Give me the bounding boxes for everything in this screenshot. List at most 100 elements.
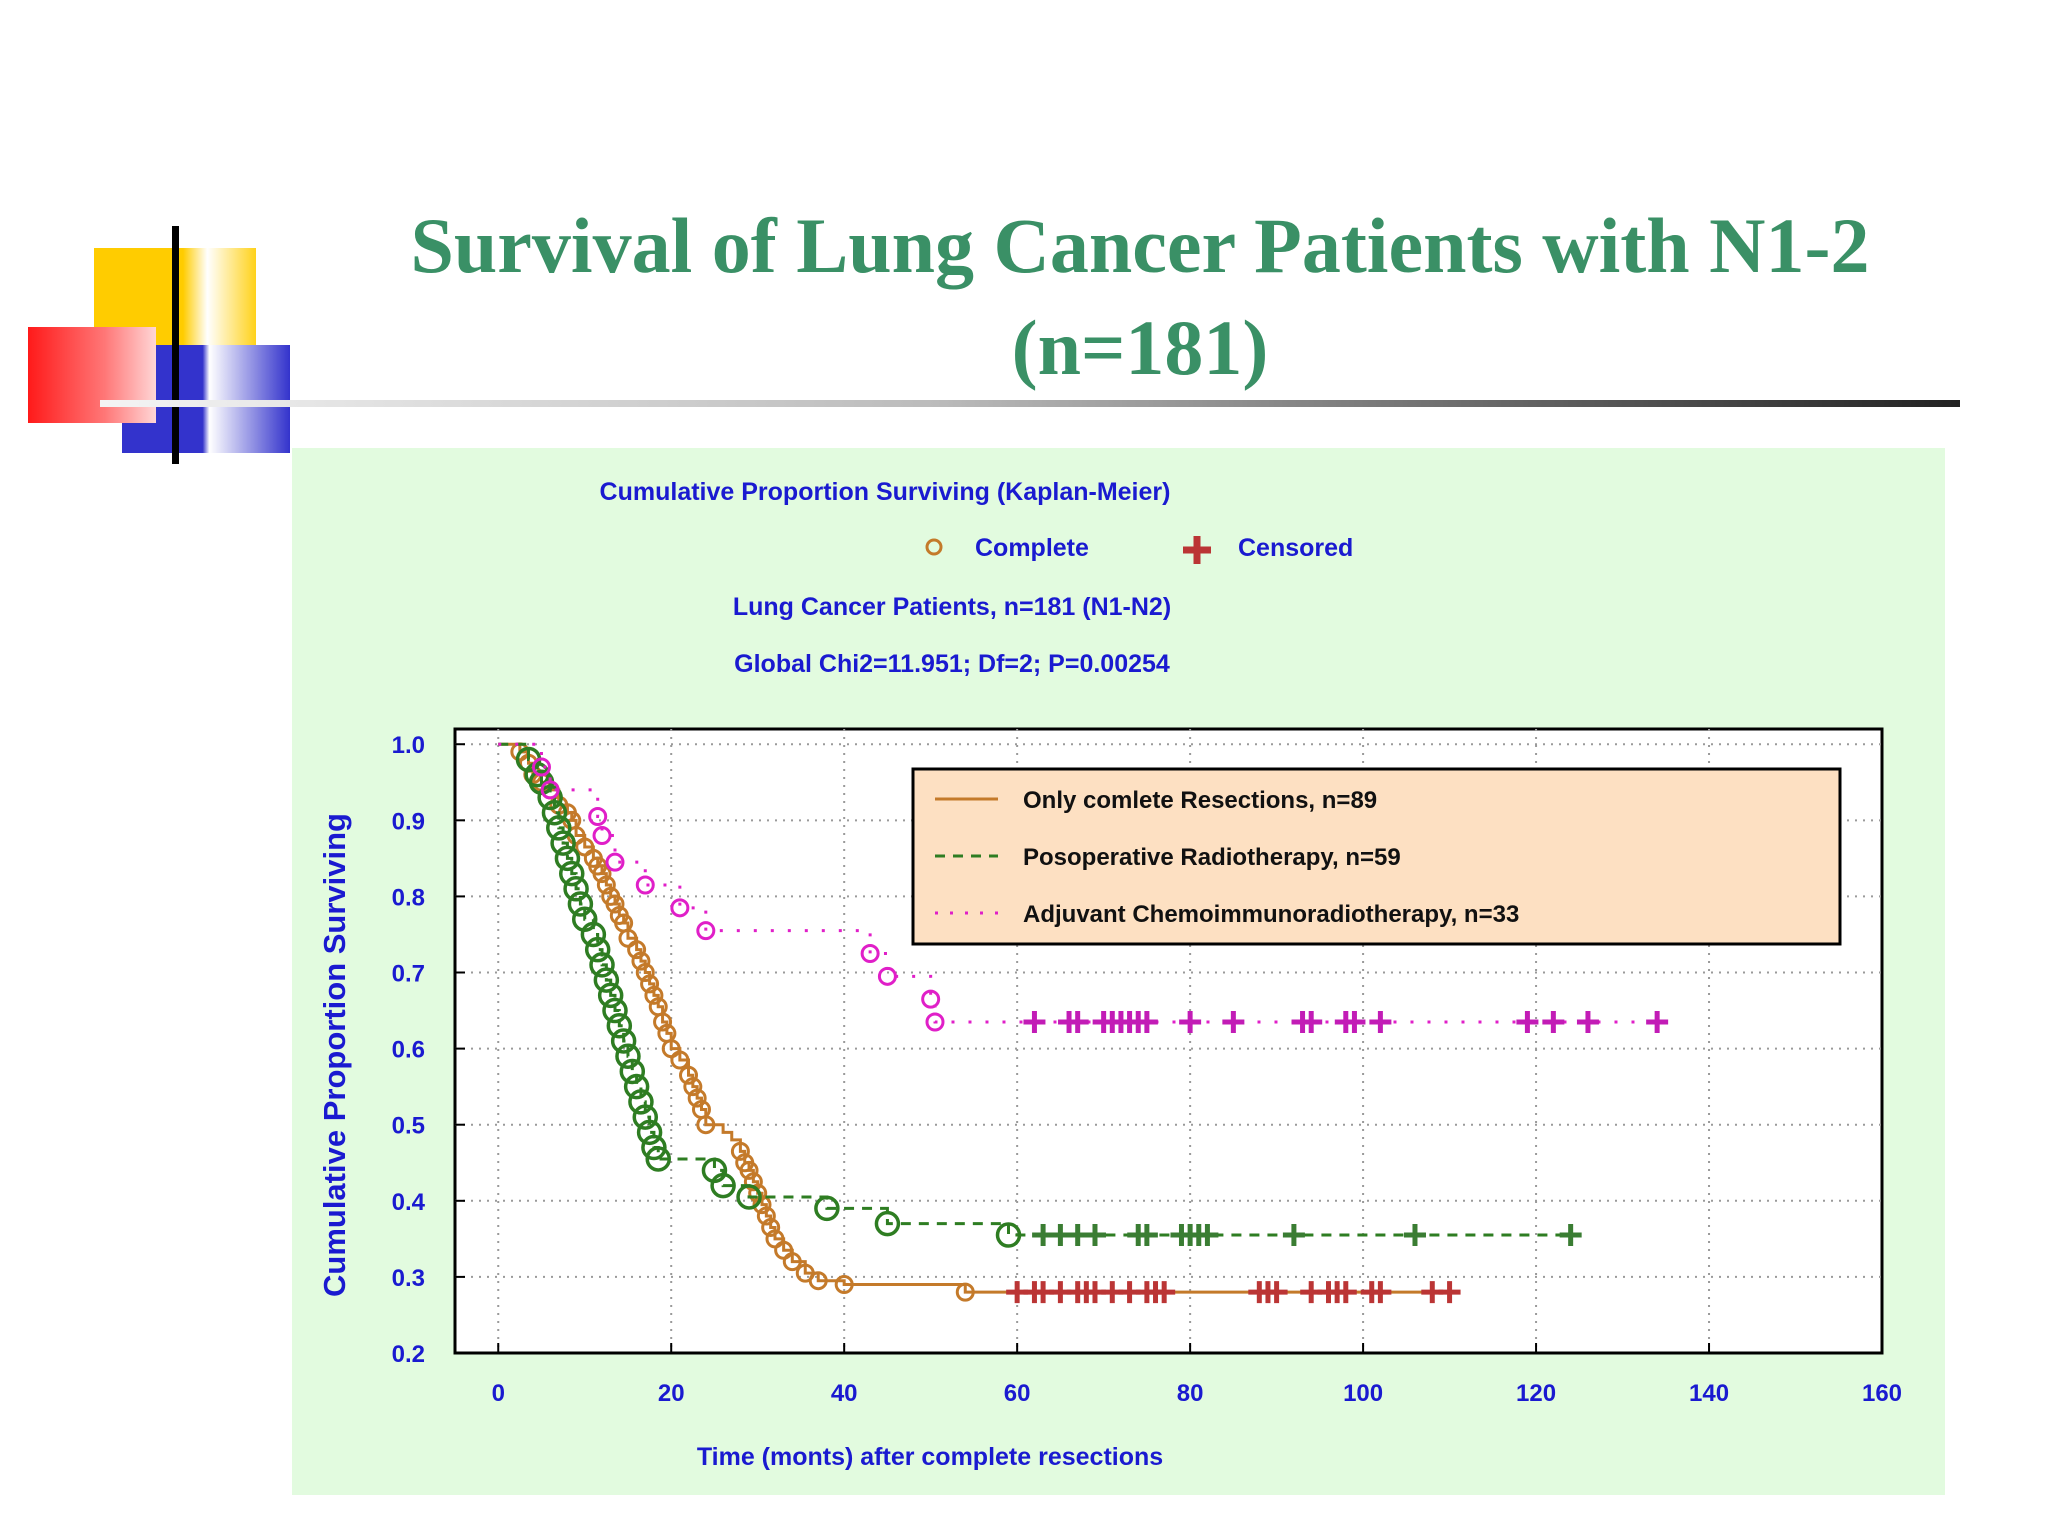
key-complete-label: Complete	[975, 534, 1089, 562]
event-point	[605, 894, 625, 914]
legend-label-3: Adjuvant Chemoimmunoradiotherapy, n=33	[1023, 901, 1519, 928]
legend-label-2: Posoperative Radiotherapy, n=59	[1023, 844, 1401, 871]
y-tick-label: 1.0	[392, 732, 425, 759]
censor-mark	[1542, 1010, 1565, 1033]
event-point	[782, 1252, 802, 1272]
event-point	[610, 1028, 637, 1054]
deco-red-square	[28, 327, 156, 423]
event-point	[567, 891, 594, 917]
event-point	[592, 864, 612, 884]
x-tick-label: 80	[1177, 1380, 1204, 1407]
event-point	[640, 974, 660, 994]
series-1	[498, 742, 1461, 1304]
x-tick-label: 100	[1343, 1380, 1383, 1407]
censor-mark	[1403, 1224, 1426, 1247]
censor-mark	[1576, 1010, 1599, 1033]
censor-mark	[1438, 1281, 1461, 1304]
event-point	[597, 982, 624, 1009]
censor-mark	[1066, 1010, 1089, 1033]
censor-mark	[1023, 1010, 1046, 1033]
event-point	[687, 1088, 707, 1108]
event-point	[644, 985, 664, 1005]
event-point	[605, 852, 625, 872]
event-point	[589, 952, 615, 978]
slide-title-line2: (n=181)	[1011, 304, 1269, 391]
event-point	[537, 784, 563, 811]
censor-mark	[1083, 1224, 1106, 1247]
y-tick-label: 0.4	[392, 1189, 426, 1216]
x-tick-label: 160	[1862, 1380, 1902, 1407]
chart-title: Cumulative Proportion Surviving (Kaplan-…	[600, 478, 1171, 506]
event-point	[632, 1104, 659, 1130]
event-point	[641, 1134, 667, 1161]
x-axis-label: Time (monts) after complete resections	[697, 1443, 1163, 1471]
x-tick-label: 120	[1516, 1380, 1556, 1407]
event-point	[615, 1043, 641, 1069]
y-tick-label: 0.8	[392, 884, 425, 911]
event-point	[619, 1058, 646, 1085]
censor-mark	[1265, 1281, 1288, 1304]
censor-mark	[1334, 1281, 1357, 1304]
censor-mark	[1343, 1010, 1366, 1033]
deco-vertical-bar	[172, 226, 179, 464]
key-complete-marker	[925, 538, 943, 556]
censor-mark	[1516, 1010, 1539, 1033]
event-point	[874, 1210, 901, 1237]
y-tick-label: 0.3	[392, 1265, 425, 1292]
x-tick-label: 60	[1004, 1380, 1031, 1407]
x-tick-label: 0	[492, 1380, 505, 1407]
event-point	[653, 1012, 673, 1032]
title-divider	[100, 400, 1960, 407]
y-axis-label: Cumulative Proportion Surviving	[317, 813, 352, 1297]
event-point	[921, 989, 941, 1009]
event-point	[584, 936, 611, 963]
x-tick-label: 20	[658, 1380, 685, 1407]
event-point	[761, 1217, 781, 1237]
x-tick-label: 140	[1689, 1380, 1729, 1407]
event-point	[683, 1077, 703, 1097]
event-point	[877, 966, 897, 986]
event-point	[736, 1184, 762, 1210]
event-point	[627, 940, 647, 960]
censor-mark	[1153, 1281, 1176, 1304]
event-point	[593, 967, 620, 993]
slide-title-line1: Survival of Lung Cancer Patients with N1…	[410, 202, 1870, 289]
y-tick-label: 0.2	[392, 1341, 425, 1368]
event-point	[834, 1275, 854, 1295]
series-line	[498, 742, 1571, 1237]
event-point	[955, 1282, 975, 1302]
event-point	[925, 1012, 945, 1032]
censor-mark	[1196, 1224, 1219, 1247]
event-point	[580, 921, 607, 948]
event-point	[635, 963, 655, 983]
event-point	[559, 860, 585, 887]
censor-mark	[1646, 1010, 1669, 1033]
event-point	[730, 1141, 750, 1161]
chart-subtitle: Lung Cancer Patients, n=181 (N1-N2)	[733, 593, 1171, 621]
event-point	[550, 830, 576, 856]
event-point	[670, 898, 690, 918]
event-point	[670, 1050, 690, 1070]
censor-mark	[1369, 1281, 1392, 1304]
censor-mark	[1135, 1010, 1158, 1033]
event-point	[596, 875, 616, 895]
legend-label-1: Only comlete Resections, n=89	[1023, 787, 1377, 814]
event-point	[814, 1195, 840, 1222]
event-point	[752, 1195, 772, 1215]
legend-box	[911, 767, 1842, 946]
y-tick-label: 0.6	[392, 1037, 425, 1064]
key-censored-marker	[1183, 536, 1211, 564]
event-point	[635, 875, 655, 895]
event-point	[540, 780, 560, 800]
event-point	[739, 1160, 759, 1180]
censor-mark	[1282, 1224, 1305, 1247]
censor-mark	[1222, 1010, 1245, 1033]
event-point	[606, 1013, 633, 1039]
event-point	[602, 997, 628, 1024]
event-point	[696, 921, 716, 941]
key-censored-label: Censored	[1238, 534, 1353, 562]
censor-mark	[1369, 1010, 1392, 1033]
event-point	[636, 1119, 663, 1146]
event-point	[531, 757, 551, 777]
